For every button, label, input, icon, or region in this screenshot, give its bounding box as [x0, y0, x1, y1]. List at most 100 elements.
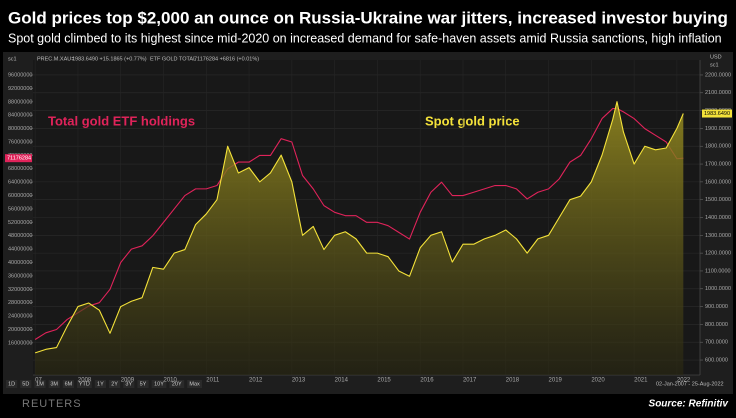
toolbar-button-label[interactable]: 1Y	[97, 381, 104, 387]
y-tick-label: 68000000	[8, 166, 32, 172]
area	[35, 101, 684, 375]
y2-tick-label: 1000.0000	[705, 286, 731, 292]
y2-tick-label: 1800.0000	[705, 144, 731, 150]
toolbar-button[interactable]	[151, 380, 167, 388]
y2-tick-label: 1400.0000	[705, 215, 731, 221]
legend-value: 1983.6490 +15.1865 (+0.77%)	[72, 56, 147, 62]
x-tick-label: 2012	[249, 378, 263, 384]
toolbar-button-label[interactable]: 5Y	[140, 381, 147, 387]
y2-tick-label: 600.0000	[705, 357, 728, 363]
x-tick-label: 2022	[677, 378, 691, 384]
y-tick-label: 52000000	[8, 220, 32, 226]
y2-axis-label: sc1	[710, 62, 719, 68]
brand: REUTERS	[22, 398, 82, 410]
x-tick-label: 2016	[420, 378, 434, 384]
toolbar-button-label[interactable]: 3Y	[125, 381, 132, 387]
toolbar-button-label[interactable]: 20Y	[172, 381, 182, 387]
y2-tick-label: 2100.0000	[705, 90, 731, 96]
toolbar-button[interactable]	[187, 380, 202, 388]
y-tick-label: 20000000	[8, 327, 32, 333]
y2-tick-label: 1200.0000	[705, 251, 731, 257]
value-badge	[5, 154, 32, 163]
toolbar-button[interactable]	[6, 380, 18, 388]
y2-tick-label: 800.0000	[705, 322, 728, 328]
toolbar-button[interactable]	[77, 380, 92, 388]
y-tick-label: 28000000	[8, 300, 32, 306]
value-badge-label: 1983.6490	[704, 111, 730, 117]
toolbar-button-label[interactable]: 3M	[50, 381, 58, 387]
toolbar-button-label[interactable]: 1D	[8, 381, 15, 387]
y2-tick-label: 2200.0000	[705, 72, 731, 78]
toolbar-button[interactable]	[34, 380, 46, 388]
x-tick-label: 2010	[163, 378, 177, 384]
y-tick-label: 96000000	[8, 73, 32, 79]
x-tick-label: 2011	[206, 378, 220, 384]
value-badge-label: 71176284	[7, 156, 31, 162]
y2-tick-label: 1600.0000	[705, 179, 731, 185]
toolbar-button[interactable]	[48, 380, 60, 388]
y-tick-label: 76000000	[8, 139, 32, 145]
y-tick-label: 80000000	[8, 126, 32, 132]
y-tick-label: 92000000	[8, 86, 32, 92]
x-tick-label: 07	[35, 378, 42, 384]
line	[34, 101, 684, 354]
y2-tick-label: 1700.0000	[705, 162, 731, 168]
x-tick-label: 2008	[78, 378, 92, 384]
legend-name: ETF GOLD TOTAL	[150, 56, 196, 62]
x-tick-label: 2015	[377, 378, 391, 384]
x-tick-label: 2021	[634, 378, 648, 384]
toolbar-button[interactable]	[20, 380, 32, 388]
chart-title: Gold prices top $2,000 an ounce on Russi…	[8, 8, 728, 27]
x-tick-label: 2014	[335, 378, 349, 384]
y-tick-label: 64000000	[8, 180, 32, 186]
x-tick-label: 2020	[591, 378, 605, 384]
toolbar-button-label[interactable]: YTD	[79, 381, 90, 387]
toolbar-button-label[interactable]: 6M	[65, 381, 73, 387]
x-tick-label: 2018	[506, 378, 520, 384]
y-tick-label: 36000000	[8, 273, 32, 279]
y-tick-label: 60000000	[8, 193, 32, 199]
y2-axis-unit: USD	[710, 54, 722, 60]
y-axis-label: sc1	[8, 56, 17, 62]
y2-tick-label: 700.0000	[705, 340, 728, 346]
x-tick-label: 2013	[292, 378, 306, 384]
y2-tick-label: 1900.0000	[705, 126, 731, 132]
source: Source: Refinitiv	[649, 399, 730, 410]
toolbar-button-label[interactable]: 5D	[22, 381, 29, 387]
annotation: Spot gold price	[425, 113, 520, 128]
annotation: Total gold ETF holdings	[48, 113, 195, 128]
toolbar-button-label[interactable]: 10Y	[154, 381, 164, 387]
toolbar-button[interactable]	[62, 380, 74, 388]
y2-tick-label: 1100.0000	[705, 268, 731, 274]
y-tick-label: 56000000	[8, 206, 32, 212]
y-tick-label: 32000000	[8, 287, 32, 293]
y-tick-label: 84000000	[8, 113, 32, 119]
toolbar-button[interactable]	[137, 380, 149, 388]
value-badge	[702, 109, 732, 118]
x-tick-label: 2017	[463, 378, 477, 384]
y2-tick-label: 1300.0000	[705, 233, 731, 239]
toolbar-button-label[interactable]: Max	[189, 381, 200, 387]
x-tick-label: 2009	[121, 378, 135, 384]
y-tick-label: 16000000	[8, 340, 32, 346]
toolbar-button[interactable]	[109, 380, 121, 388]
y-tick-label: 48000000	[8, 233, 32, 239]
y2-tick-label: 1500.0000	[705, 197, 731, 203]
y-tick-label: 24000000	[8, 314, 32, 320]
toolbar-button[interactable]	[123, 380, 135, 388]
legend-name: PREC.M.XAU=	[37, 56, 74, 62]
toolbar-button-label[interactable]: 2Y	[111, 381, 118, 387]
y2-tick-label: 900.0000	[705, 304, 728, 310]
toolbar-button[interactable]	[94, 380, 106, 388]
toolbar-button[interactable]	[169, 380, 185, 388]
toolbar-button-label[interactable]: 1M	[36, 381, 44, 387]
legend-value: 71176284 +6816 (+0.01%)	[194, 56, 259, 62]
chart-subtitle: Spot gold climbed to its highest since m…	[8, 31, 722, 45]
date-range: 02-Jan-2007 - 25-Aug-2022	[656, 381, 724, 387]
y-tick-label: 40000000	[8, 260, 32, 266]
y-tick-label: 88000000	[8, 99, 32, 105]
y-tick-label: 44000000	[8, 247, 32, 253]
x-tick-label: 2019	[549, 378, 563, 384]
toolbar: 1D 5D 1M 3M 6M YTD 1Y 2Y 3Y 5Y 10Y 20Y Max	[6, 380, 202, 388]
